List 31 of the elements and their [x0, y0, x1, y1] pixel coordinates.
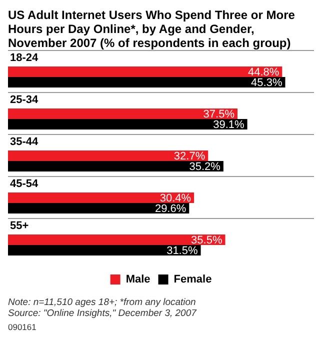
- bar: [8, 108, 238, 119]
- data-label: 44.8%: [248, 66, 280, 78]
- bar: [8, 150, 208, 161]
- y-tick-label: 45-54: [10, 178, 40, 190]
- text: Note: n=11,510 ages 18+; *from any location: [8, 297, 197, 308]
- data-label: 45.3%: [251, 76, 282, 89]
- text: 090161: [8, 322, 38, 332]
- data-label: 35.2%: [189, 160, 221, 173]
- bar: [8, 203, 190, 214]
- legend-label: Male: [126, 274, 150, 286]
- bar: [8, 161, 224, 172]
- bar: [8, 77, 286, 88]
- bar: [8, 234, 226, 245]
- data-label: 37.5%: [203, 108, 235, 120]
- bar: [8, 66, 282, 77]
- data-label: 31.5%: [166, 244, 198, 257]
- bar: [8, 245, 201, 256]
- data-label: 30.4%: [160, 192, 192, 204]
- legend-label: Female: [174, 274, 212, 286]
- bar: [8, 192, 194, 203]
- y-tick-label: 35-44: [10, 136, 40, 148]
- y-tick-label: 18-24: [10, 52, 40, 64]
- bar: [8, 119, 248, 130]
- data-label: 35.5%: [191, 234, 222, 246]
- y-tick-label: 55+: [10, 220, 29, 232]
- data-label: 29.6%: [154, 202, 186, 215]
- source-note: Source: "Online Insights," December 3, 2007: [8, 308, 198, 319]
- chart-title: US Adult Internet Users Who Spend Three or More Hours per Day Online*, by Age and Gender, November 2007 (% of respondents in each group): [8, 8, 296, 50]
- y-tick-label: 25-34: [10, 94, 40, 106]
- data-label: 39.1%: [213, 118, 244, 131]
- data-label: 32.7%: [174, 150, 206, 162]
